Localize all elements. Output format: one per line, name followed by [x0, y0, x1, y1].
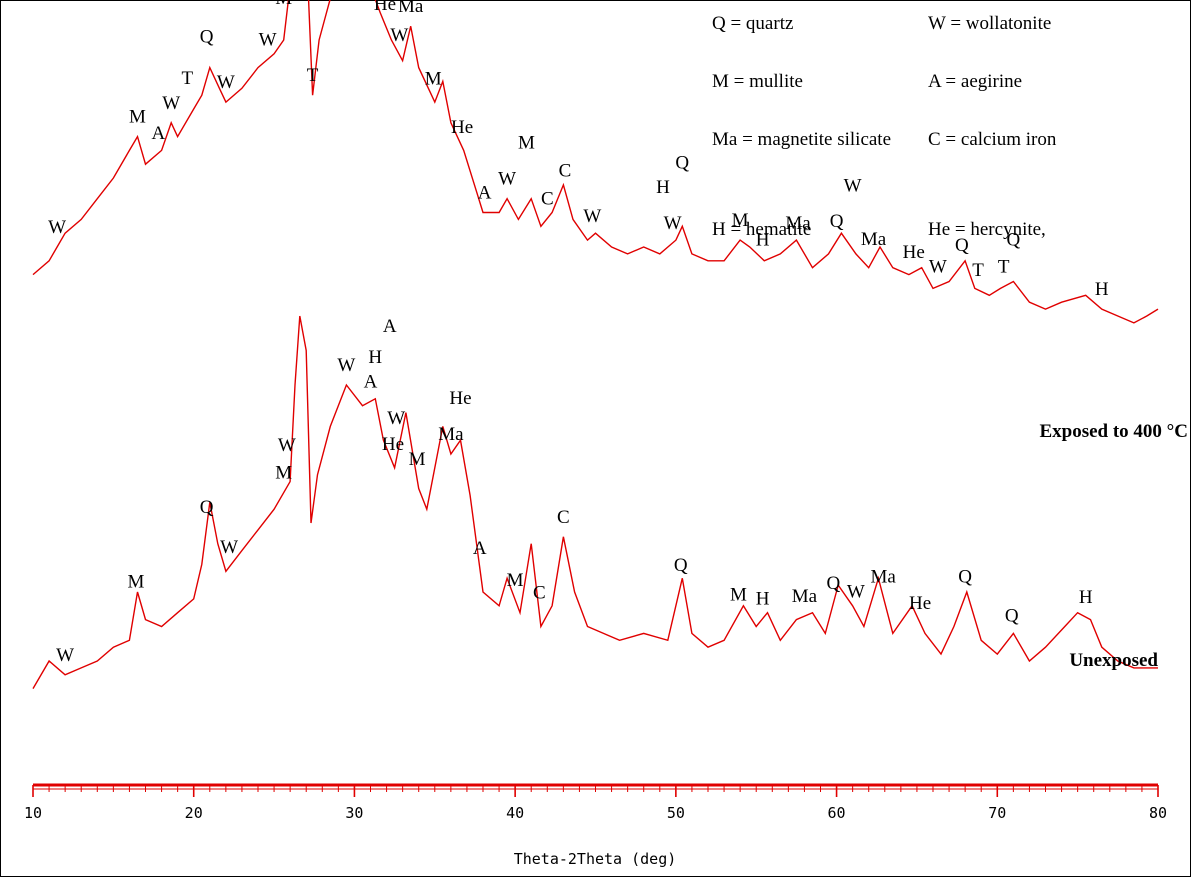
peak-label: He [451, 117, 473, 138]
series-line-0 [32, 0, 1159, 324]
peak-label: Q [955, 235, 969, 256]
peak-label: C [533, 583, 546, 604]
peak-label: M [127, 572, 144, 593]
peak-label-layer: WMWATQWWMQTWWAHeHeWHMaMHeAWMCCWWHQMHMaQW… [48, 0, 1109, 666]
peak-label: H [368, 347, 382, 368]
series-line-1 [32, 315, 1158, 689]
x-tick-label: 10 [24, 804, 42, 822]
peak-label: H [1079, 587, 1093, 608]
peak-label: Ma [792, 586, 818, 607]
peak-label: Ma [861, 229, 887, 250]
peak-label: Q [674, 555, 688, 576]
peak-label: W [929, 256, 947, 277]
x-tick-label: 20 [185, 804, 203, 822]
peak-label: H [756, 229, 770, 250]
peak-label: He [382, 434, 404, 455]
peak-label: M [732, 210, 749, 231]
peak-label: He [909, 593, 931, 614]
peak-label: Q [1005, 606, 1019, 627]
peak-label: H [1095, 279, 1109, 300]
peak-label: W [162, 93, 180, 114]
peak-label: W [337, 355, 355, 376]
legend-entry: W = wollatonite [928, 13, 1052, 34]
peak-label: T [307, 65, 319, 86]
peak-label: Ma [398, 0, 424, 17]
series-label-exposed: Exposed to 400 °C [1039, 421, 1188, 442]
peak-label: A [473, 538, 487, 559]
legend-entry: Q = quartz [712, 13, 794, 34]
peak-label: A [152, 123, 166, 144]
x-tick-label: 80 [1149, 804, 1167, 822]
legend-entry: H = hematite [712, 219, 812, 240]
peak-label: Ma [871, 567, 897, 588]
peak-label: A [478, 183, 492, 204]
legend-entry: Ma = magnetite silicate [712, 129, 892, 150]
peak-label: W [259, 29, 277, 50]
peak-label: M [507, 570, 524, 591]
peak-label: C [557, 507, 570, 528]
peak-label: H [656, 177, 670, 198]
x-axis: 10 20 30 40 50 60 70 80 [24, 783, 1167, 822]
peak-label: Q [200, 497, 214, 518]
peak-label: H [756, 589, 770, 610]
peak-label: M [275, 0, 292, 9]
peak-label: C [559, 161, 572, 182]
x-tick-label: 30 [345, 804, 363, 822]
peak-label: W [498, 169, 516, 190]
peak-label: Q [827, 573, 841, 594]
peak-label: He [903, 242, 925, 263]
peak-label: C [541, 188, 554, 209]
series-layer [32, 0, 1159, 689]
peak-label: M [518, 133, 535, 154]
peak-label: M [730, 584, 747, 605]
x-tick-label: 40 [506, 804, 524, 822]
peak-label: W [664, 213, 682, 234]
peak-label: W [217, 72, 235, 93]
peak-label: Q [675, 152, 689, 173]
peak-label: W [583, 206, 601, 227]
peak-label: Ma [438, 424, 464, 445]
peak-label: A [383, 316, 397, 337]
peak-label: Ma [785, 213, 811, 234]
peak-label: M [275, 463, 292, 484]
peak-label: W [56, 645, 74, 666]
legend-entry: He = hercynite, [928, 219, 1046, 240]
x-tick-label: 50 [667, 804, 685, 822]
peak-label: M [425, 69, 442, 90]
peak-label: T [998, 257, 1010, 278]
x-axis-title: Theta-2Theta (deg) [514, 850, 677, 868]
peak-label: He [449, 388, 471, 409]
peak-label: He [374, 0, 396, 15]
peak-label: W [390, 25, 408, 46]
peak-label: W [847, 582, 865, 603]
peak-label: Q [830, 211, 844, 232]
peak-label: W [387, 408, 405, 429]
peak-label: Q [200, 27, 214, 48]
peak-label: M [129, 107, 146, 128]
legend-entry: M = mullite [712, 71, 803, 92]
peak-label: W [48, 217, 66, 238]
series-label-unexposed: Unexposed [1069, 650, 1158, 671]
peak-label: T [972, 260, 984, 281]
peak-label: A [364, 371, 378, 392]
peak-label: Q [958, 566, 972, 587]
legend-entry: A = aegirine [928, 71, 1023, 92]
peak-label: W [220, 537, 238, 558]
x-tick-label: 60 [828, 804, 846, 822]
peak-label: M [409, 449, 426, 470]
x-tick-label: 70 [988, 804, 1006, 822]
peak-label: W [844, 175, 862, 196]
peak-label: W [278, 435, 296, 456]
peak-label: T [181, 68, 193, 89]
peak-label: Q [1007, 230, 1021, 251]
legend-entry: C = calcium iron [928, 129, 1057, 150]
